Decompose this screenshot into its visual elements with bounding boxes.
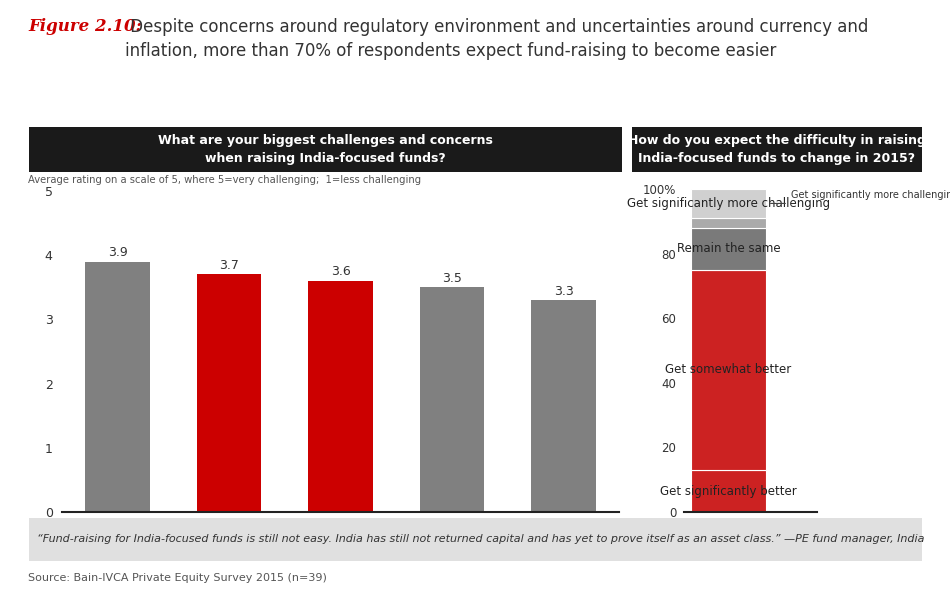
Bar <box>531 300 596 512</box>
X-axis label: Difficulty in raising India-focused funds: Difficulty in raising India-focused fund… <box>641 518 860 528</box>
Bar <box>420 287 484 512</box>
Text: “Fund-raising for India-focused funds is still not easy. India has still not ret: “Fund-raising for India-focused funds is… <box>37 534 925 544</box>
Bar <box>691 189 766 218</box>
Text: How do you expect the difficulty in raising
India-focused funds to change in 201: How do you expect the difficulty in rais… <box>628 134 925 165</box>
Text: What are your biggest challenges and concerns
when raising India-focused funds?: What are your biggest challenges and con… <box>158 134 493 165</box>
Bar <box>691 470 766 512</box>
Text: 3.9: 3.9 <box>107 246 127 259</box>
Text: Remain the same: Remain the same <box>676 242 780 255</box>
Bar <box>691 270 766 470</box>
Bar <box>691 228 766 270</box>
Text: Get significantly better: Get significantly better <box>660 485 797 498</box>
Text: 3.3: 3.3 <box>554 285 574 298</box>
Bar <box>197 275 261 512</box>
Text: Average rating on a scale of 5, where 5=very challenging;  1=less challenging: Average rating on a scale of 5, where 5=… <box>28 175 422 185</box>
Text: Figure 2.10:: Figure 2.10: <box>28 18 142 35</box>
Text: Get significantly more challenging: Get significantly more challenging <box>627 197 830 210</box>
Text: Source: Bain-IVCA Private Equity Survey 2015 (n=39): Source: Bain-IVCA Private Equity Survey … <box>28 573 328 582</box>
Text: Get significantly more challenging: Get significantly more challenging <box>790 190 950 200</box>
Text: Get somewhat better: Get somewhat better <box>665 364 791 376</box>
Bar <box>86 262 150 512</box>
Bar <box>691 218 766 228</box>
Text: 3.7: 3.7 <box>219 259 239 272</box>
Text: Despite concerns around regulatory environment and uncertainties around currency: Despite concerns around regulatory envir… <box>125 18 868 60</box>
Text: 3.6: 3.6 <box>331 265 351 278</box>
Text: 3.5: 3.5 <box>442 271 462 285</box>
Bar <box>308 281 373 512</box>
